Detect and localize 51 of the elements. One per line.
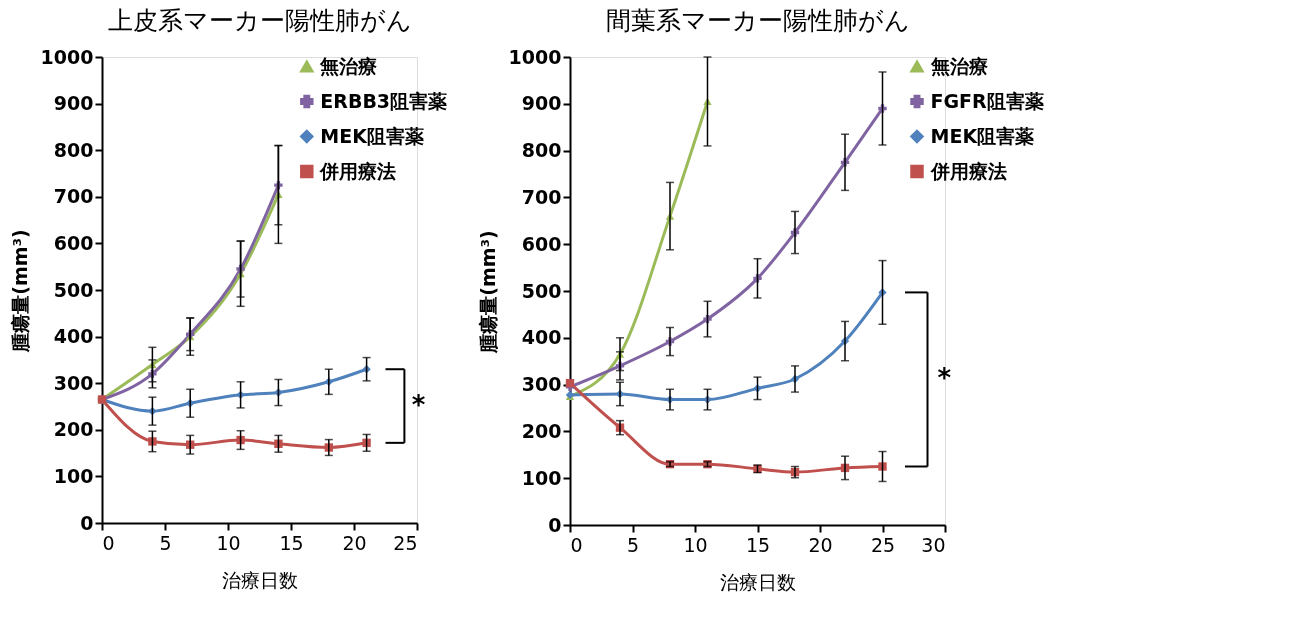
y-tick-label: 600: [53, 231, 94, 254]
legend-label: ERBB3阻害薬: [320, 89, 448, 112]
legend-label: 併用療法: [319, 159, 397, 182]
y-tick-label: 1000: [508, 45, 562, 68]
annotation: *: [411, 390, 426, 421]
y-tick-label: 500: [53, 278, 94, 301]
y-tick-label: 300: [521, 373, 562, 396]
y-tick-label: 800: [521, 139, 562, 162]
y-tick-label: 400: [53, 325, 94, 348]
chart-title: 間葉系マーカー陽性肺がん: [605, 6, 910, 35]
x-tick-label: 15: [745, 533, 771, 556]
y-tick-label: 900: [521, 92, 562, 115]
x-tick-label: 5: [159, 531, 172, 554]
y-tick-label: 600: [521, 232, 562, 255]
chart-title: 上皮系マーカー陽性肺がん: [107, 6, 412, 35]
x-tick-label: 0: [570, 533, 583, 556]
legend-label: MEK阻害薬: [320, 124, 424, 147]
x-tick-label: 10: [683, 533, 708, 556]
legend-label: 無治療: [929, 54, 988, 77]
x-axis-title: 治療日数: [222, 568, 298, 591]
x-tick-label: 20: [342, 531, 367, 554]
y-tick-label: 900: [53, 92, 94, 115]
legend-label: 無治療: [319, 54, 378, 77]
y-tick-label: 400: [521, 326, 562, 349]
legend-label: 併用療法: [929, 159, 1007, 182]
y-tick-label: 200: [521, 419, 562, 442]
y-tick-label: 0: [548, 513, 562, 536]
x-tick-label: 25: [870, 533, 896, 556]
y-axis-title: 腫瘍量(mm³): [476, 230, 499, 354]
x-tick-label: 5: [626, 533, 640, 556]
y-tick-label: 500: [521, 279, 562, 302]
legend-label: MEK阻害薬: [930, 124, 1035, 147]
y-tick-label: 300: [53, 371, 94, 394]
y-tick-label: 800: [53, 138, 94, 161]
y-tick-label: 1000: [40, 45, 94, 68]
y-tick-label: 700: [53, 185, 94, 208]
annotation: *: [937, 363, 952, 394]
y-tick-label: 100: [53, 464, 94, 487]
y-tick-label: 700: [521, 185, 562, 208]
x-tick-label: 20: [808, 533, 833, 556]
x-tick-label: 15: [279, 531, 304, 554]
y-tick-label: 0: [80, 511, 94, 534]
x-tick-label: 10: [216, 531, 241, 554]
y-tick-label: 200: [53, 418, 94, 441]
x-tick-label: 30: [921, 533, 946, 556]
x-tick-label: 0: [102, 531, 115, 554]
x-tick-label: 25: [393, 531, 418, 554]
y-tick-label: 100: [521, 466, 562, 489]
legend-label: FGFR阻害薬: [930, 89, 1044, 112]
y-axis-title: 腫瘍量(mm³): [8, 229, 31, 353]
x-axis-title: 治療日数: [720, 570, 796, 593]
